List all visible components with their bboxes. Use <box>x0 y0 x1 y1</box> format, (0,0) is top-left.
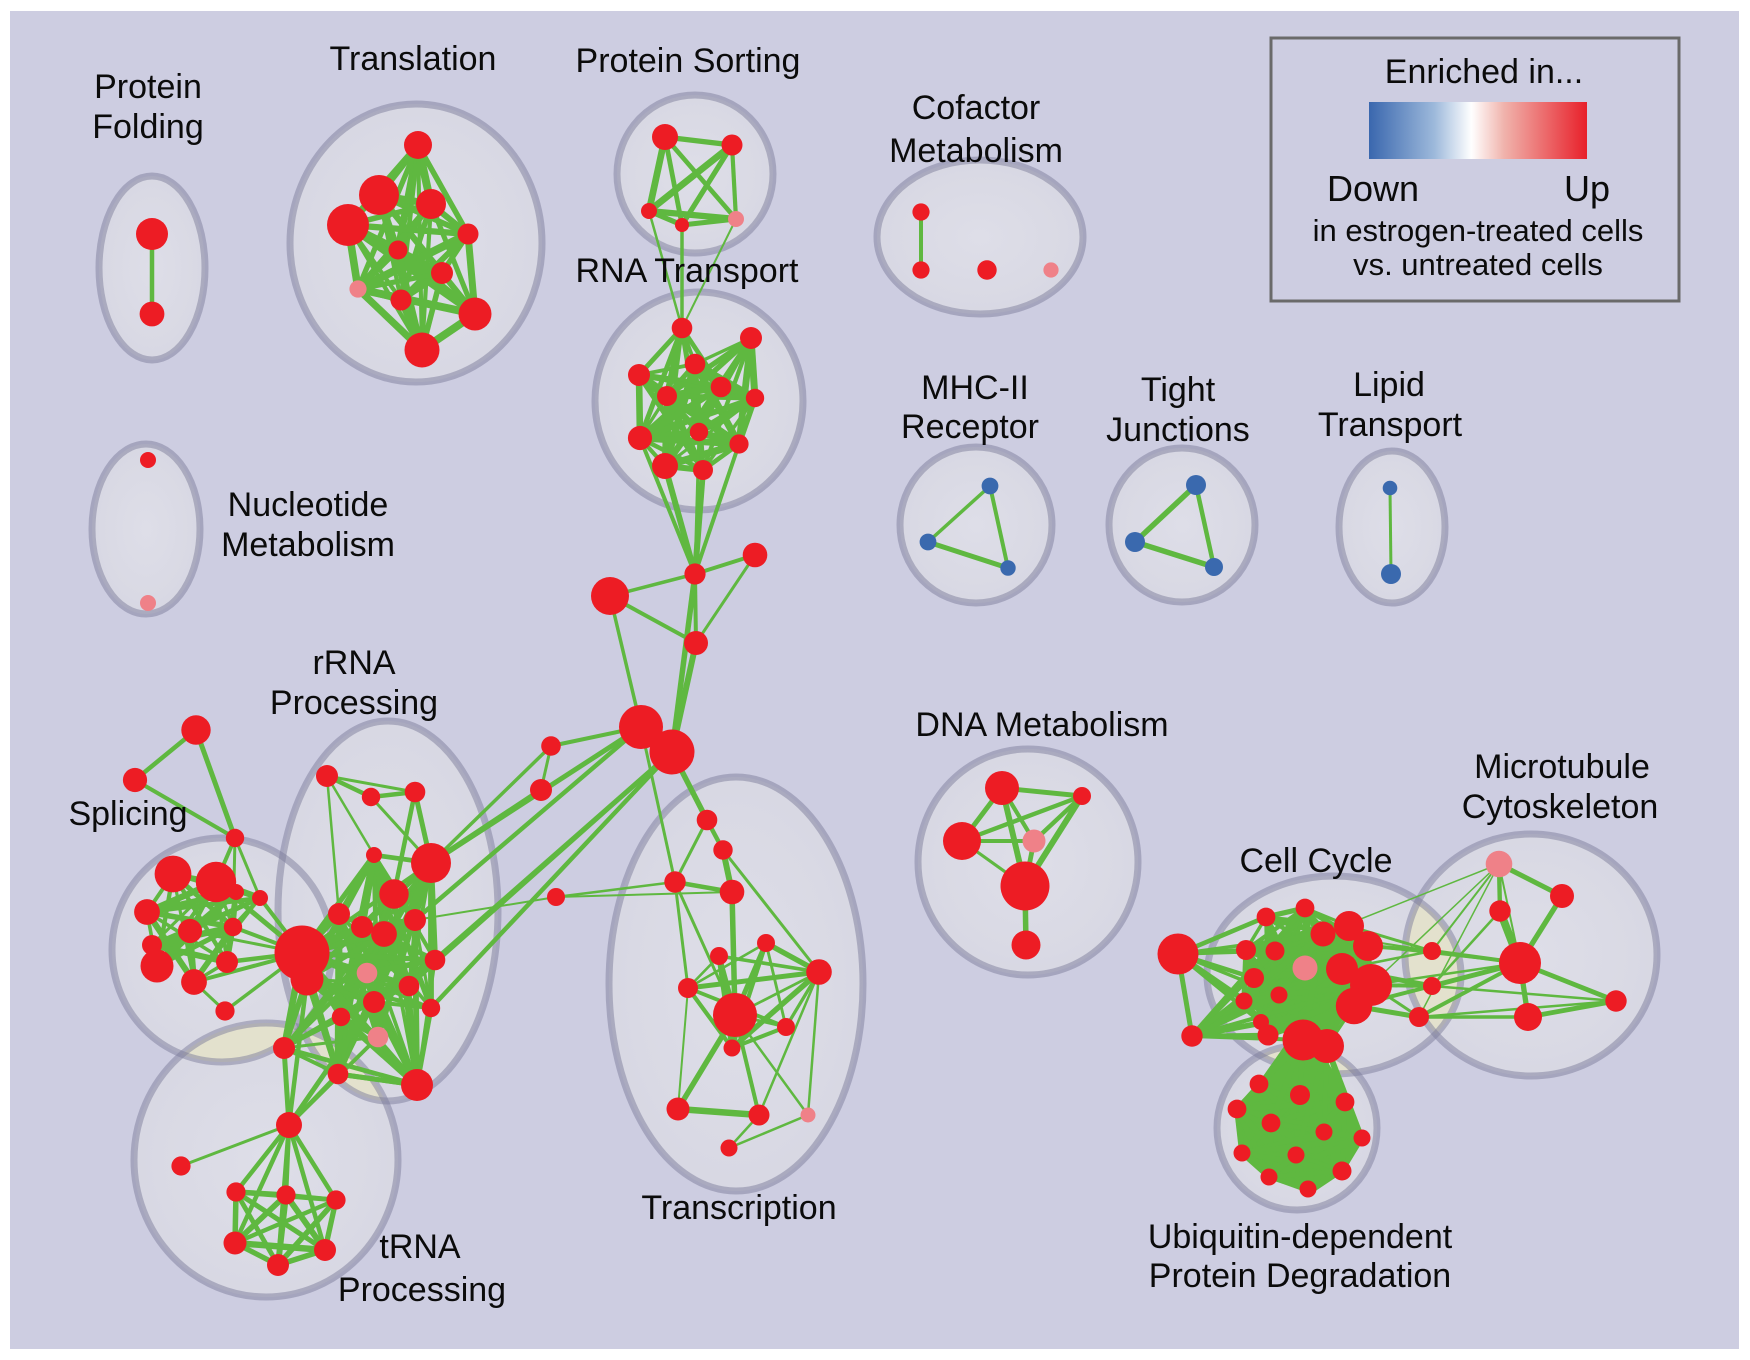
svg-text:Splicing: Splicing <box>68 795 187 833</box>
svg-text:Nucleotide: Nucleotide <box>228 486 389 524</box>
svg-text:vs. untreated cells: vs. untreated cells <box>1353 247 1603 282</box>
svg-text:Folding: Folding <box>92 108 204 146</box>
svg-text:Protein Degradation: Protein Degradation <box>1149 1257 1451 1295</box>
svg-text:Metabolism: Metabolism <box>889 132 1063 170</box>
svg-text:Receptor: Receptor <box>901 408 1039 446</box>
svg-text:Down: Down <box>1327 168 1419 209</box>
svg-text:MHC-II: MHC-II <box>921 369 1029 407</box>
svg-text:Translation: Translation <box>330 40 497 78</box>
svg-text:Processing: Processing <box>338 1271 506 1309</box>
svg-text:Processing: Processing <box>270 684 438 722</box>
svg-text:Cofactor: Cofactor <box>912 89 1041 127</box>
svg-text:Cytoskeleton: Cytoskeleton <box>1462 788 1659 826</box>
svg-text:Protein: Protein <box>94 68 202 106</box>
svg-text:Transport: Transport <box>1318 406 1463 444</box>
svg-text:tRNA: tRNA <box>379 1228 461 1266</box>
svg-text:Protein Sorting: Protein Sorting <box>576 42 801 80</box>
svg-text:in estrogen-treated cells: in estrogen-treated cells <box>1313 213 1644 248</box>
svg-text:Enriched in...: Enriched in... <box>1385 53 1583 91</box>
svg-text:Microtubule: Microtubule <box>1474 748 1650 786</box>
svg-text:Lipid: Lipid <box>1353 366 1425 404</box>
svg-text:RNA Transport: RNA Transport <box>576 252 800 290</box>
svg-text:rRNA: rRNA <box>312 644 395 682</box>
svg-text:DNA Metabolism: DNA Metabolism <box>915 706 1168 744</box>
svg-text:Cell Cycle: Cell Cycle <box>1239 842 1392 880</box>
svg-text:Up: Up <box>1564 168 1610 209</box>
svg-text:Junctions: Junctions <box>1106 411 1250 449</box>
svg-text:Metabolism: Metabolism <box>221 526 395 564</box>
svg-text:Tight: Tight <box>1141 371 1216 409</box>
svg-text:Transcription: Transcription <box>641 1189 836 1227</box>
svg-text:Ubiquitin-dependent: Ubiquitin-dependent <box>1148 1218 1453 1256</box>
